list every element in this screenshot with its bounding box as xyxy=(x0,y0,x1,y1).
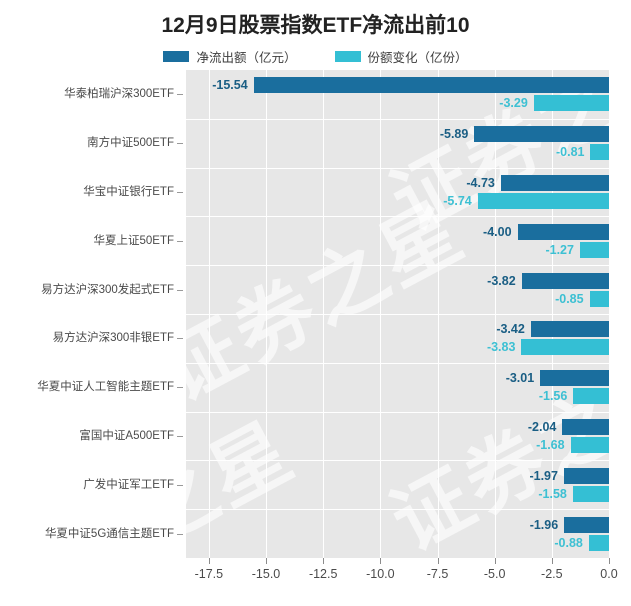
y-axis-label-0: 华泰柏瑞沪深300ETF xyxy=(64,88,174,101)
bar-share-change-4[interactable] xyxy=(589,290,609,307)
bar-value-label-share-change-6: -1.56 xyxy=(538,389,568,404)
x-axis-label-3: -10.0 xyxy=(366,567,395,581)
bar-net-outflow-6[interactable] xyxy=(540,370,609,387)
legend-label-0: 净流出额（亿元） xyxy=(196,51,297,65)
y-axis-tick-9 xyxy=(177,533,183,535)
bar-net-outflow-7[interactable] xyxy=(562,419,609,435)
legend-label-1: 份额变化（亿份） xyxy=(367,51,468,65)
x-axis-label-6: -2.5 xyxy=(541,567,563,581)
bar-value-label-share-change-5: -3.83 xyxy=(486,340,516,355)
bar-value-label-net-outflow-0: -15.54 xyxy=(212,78,248,93)
legend-swatch-1 xyxy=(334,51,361,62)
bar-share-change-6[interactable] xyxy=(573,388,609,405)
bar-value-label-net-outflow-1: -5.89 xyxy=(439,127,469,142)
bar-value-label-net-outflow-6: -3.01 xyxy=(505,371,535,386)
horizontal-gridline-1 xyxy=(186,118,609,120)
bar-net-outflow-9[interactable] xyxy=(564,516,609,533)
y-axis-tick-0 xyxy=(177,94,183,96)
horizontal-gridline-5 xyxy=(186,314,609,315)
bar-share-change-3[interactable] xyxy=(579,241,609,258)
x-axis-label-4: -7.5 xyxy=(426,567,449,581)
bar-net-outflow-2[interactable] xyxy=(500,175,609,191)
horizontal-gridline-7 xyxy=(186,411,609,413)
y-axis-label-6: 华夏中证人工智能主题ETF xyxy=(37,381,174,394)
bar-share-change-9[interactable] xyxy=(588,534,609,551)
y-axis-label-9: 华夏中证5G通信主题ETF xyxy=(44,527,174,540)
bar-value-label-share-change-8: -1.58 xyxy=(538,486,567,501)
bar-net-outflow-0[interactable] xyxy=(253,77,609,94)
y-axis-tick-2 xyxy=(177,192,183,193)
bar-net-outflow-1[interactable] xyxy=(474,126,609,143)
bar-net-outflow-8[interactable] xyxy=(563,467,609,484)
x-axis: -17.5 -15.0 -12.5 -10.0 -7.5 -5.0 -2.5 0.0 xyxy=(186,558,618,604)
horizontal-gridline-8 xyxy=(186,460,609,462)
bar-share-change-1[interactable] xyxy=(590,144,609,161)
bar-value-label-share-change-2: -5.74 xyxy=(443,194,472,208)
y-axis-tick-3 xyxy=(177,240,183,242)
horizontal-gridline-9 xyxy=(186,509,609,511)
bar-value-label-share-change-3: -1.27 xyxy=(545,242,574,257)
bar-value-label-net-outflow-8: -1.97 xyxy=(529,468,558,483)
horizontal-gridline-3 xyxy=(186,216,609,218)
bar-value-label-share-change-0: -3.29 xyxy=(499,96,528,111)
x-axis-tick-5 xyxy=(494,558,496,564)
y-axis-label-3: 华夏上证50ETF xyxy=(93,234,174,247)
y-axis-label-4: 易方达沪深300发起式ETF xyxy=(41,283,174,296)
y-axis: 华泰柏瑞沪深300ETF 南方中证500ETF 华宝中证银行ETF 华夏上证50ETF… xyxy=(0,70,186,558)
y-axis-tick-4 xyxy=(177,289,183,291)
x-axis-label-2: -12.5 xyxy=(308,567,338,581)
x-axis-label-5: -5.0 xyxy=(483,567,506,581)
bar-share-change-5[interactable] xyxy=(521,339,609,356)
bar-value-label-share-change-4: -0.85 xyxy=(555,291,584,306)
bar-value-label-net-outflow-5: -3.42 xyxy=(496,322,525,337)
x-axis-tick-2 xyxy=(323,558,325,564)
bar-share-change-0[interactable] xyxy=(533,95,609,112)
horizontal-gridline-6 xyxy=(186,362,609,364)
x-axis-tick-6 xyxy=(551,558,553,564)
x-axis-tick-1 xyxy=(266,558,268,564)
bar-value-label-share-change-1: -0.81 xyxy=(555,145,585,160)
x-axis-tick-4 xyxy=(437,558,439,564)
y-axis-label-7: 富国中证A500ETF xyxy=(79,430,174,442)
bar-net-outflow-3[interactable] xyxy=(517,223,609,240)
legend-entry-0[interactable]: 净流出额（亿元） xyxy=(163,47,297,66)
bar-value-label-net-outflow-4: -3.82 xyxy=(487,273,516,288)
y-axis-label-8: 广发中证军工ETF xyxy=(83,478,174,491)
y-axis-label-5: 易方达沪深300非银ETF xyxy=(52,332,174,345)
bar-net-outflow-5[interactable] xyxy=(530,321,609,338)
y-axis-tick-5 xyxy=(177,338,183,340)
watermark-text: 证券之星 xyxy=(186,405,309,558)
bar-value-label-net-outflow-7: -2.04 xyxy=(527,420,557,434)
bar-value-label-share-change-7: -1.68 xyxy=(536,438,565,452)
chart-legend: 净流出额（亿元） 份额变化（亿份） xyxy=(0,47,631,66)
y-axis-tick-1 xyxy=(177,143,183,145)
x-axis-tick-7 xyxy=(609,558,610,564)
y-axis-label-1: 南方中证500ETF xyxy=(87,137,174,150)
bar-value-label-share-change-9: -0.88 xyxy=(554,535,583,550)
x-axis-tick-3 xyxy=(380,558,382,564)
bar-net-outflow-4[interactable] xyxy=(521,272,609,289)
horizontal-gridline-4 xyxy=(186,265,609,267)
horizontal-gridline-2 xyxy=(186,167,609,169)
x-axis-label-0: -17.5 xyxy=(194,567,224,581)
legend-entry-1[interactable]: 份额变化（亿份） xyxy=(334,47,468,66)
x-axis-label-7: 0.0 xyxy=(600,567,618,581)
y-axis-tick-7 xyxy=(177,436,183,437)
y-axis-label-2: 华宝中证银行ETF xyxy=(83,186,174,198)
y-axis-tick-6 xyxy=(177,387,183,389)
y-axis-tick-8 xyxy=(177,484,183,486)
plot-area: 证券之星 证券之星 证券之星 证券之星 -15.54 -5.89 -4.73 -4.0… xyxy=(186,70,609,558)
bar-value-label-net-outflow-9: -1.96 xyxy=(529,517,559,532)
bar-share-change-7[interactable] xyxy=(570,437,609,453)
bar-share-change-8[interactable] xyxy=(572,485,609,502)
bar-value-label-net-outflow-2: -4.73 xyxy=(466,176,495,190)
bar-share-change-2[interactable] xyxy=(477,193,609,209)
bar-value-label-net-outflow-3: -4.00 xyxy=(483,224,512,239)
x-axis-tick-0 xyxy=(208,558,210,564)
legend-swatch-0 xyxy=(163,51,190,62)
chart-title: 12月9日股票指数ETF净流出前10 xyxy=(161,14,470,37)
x-axis-label-1: -15.0 xyxy=(251,567,281,581)
